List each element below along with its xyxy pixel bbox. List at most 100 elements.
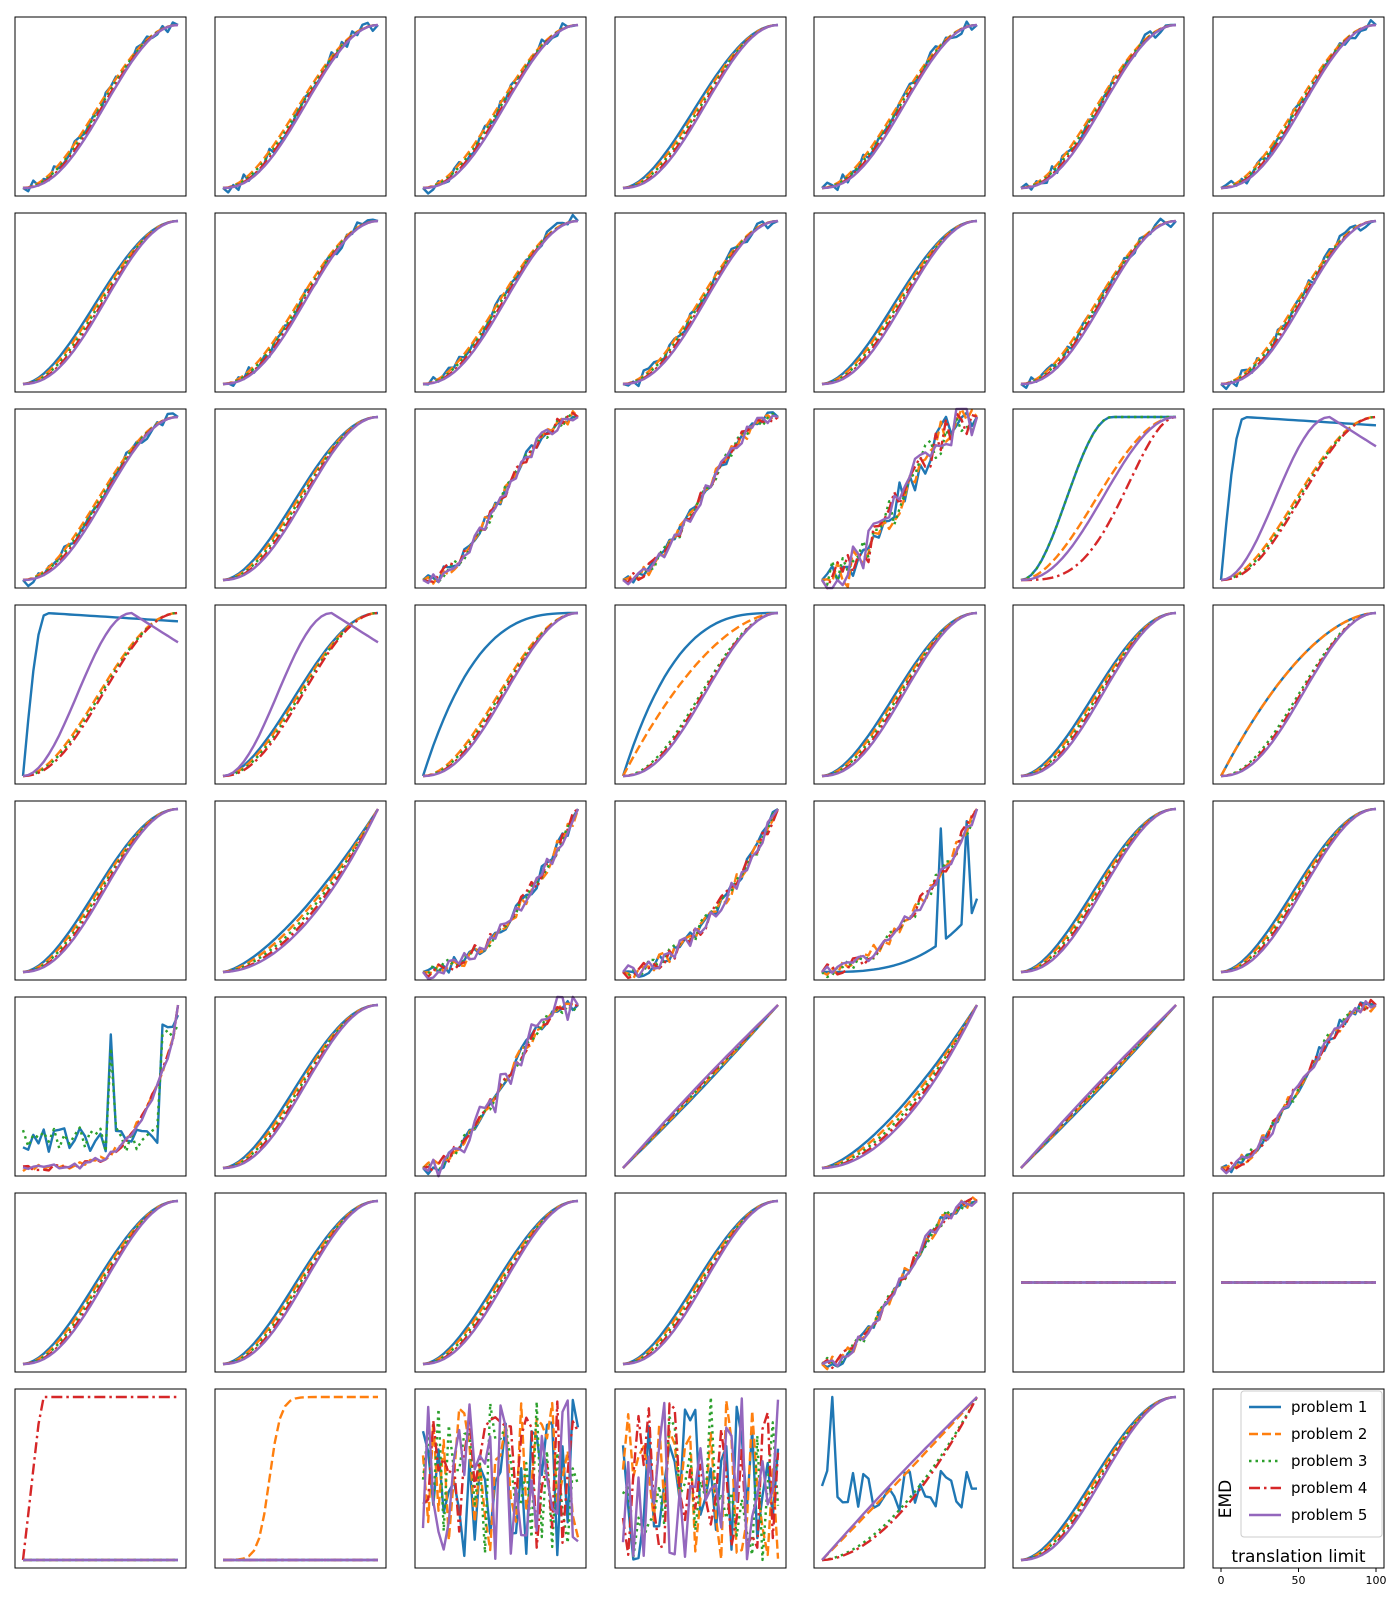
series-line-problem-2: [222, 415, 379, 582]
series-line-problem-2: [821, 1396, 978, 1561]
series-line-problem-5: [821, 1396, 978, 1561]
subplot-10: [414, 212, 587, 393]
series-line-problem-2: [1220, 807, 1377, 974]
series-line-problem-1: [22, 21, 179, 193]
series-line-problem-3: [622, 1199, 779, 1366]
subplot-1: [14, 16, 187, 197]
series-line-problem-3: [821, 1396, 979, 1562]
series-line-problem-2: [222, 808, 380, 974]
subplot-frame: [614, 408, 787, 589]
series-line-problem-1: [422, 1199, 579, 1366]
series-line-problem-2: [821, 219, 978, 386]
subplot-frame: [14, 408, 187, 589]
series-line-problem-3: [222, 415, 379, 582]
series-line-problem-5: [422, 219, 579, 386]
series-line-problem-2: [22, 415, 179, 582]
series-line-problem-5: [422, 995, 580, 1178]
series-line-problem-3: [821, 808, 979, 979]
subplot-frame: [214, 408, 387, 589]
series-line-problem-1: [621, 611, 778, 777]
series-line-problem-5: [622, 1004, 779, 1169]
subplot-54: [813, 1388, 986, 1569]
series-line-problem-1: [1020, 1395, 1177, 1562]
series-line-problem-5: [222, 415, 379, 582]
series-line-problem-3: [1220, 23, 1377, 190]
series-line-problem-2: [621, 611, 779, 777]
series-line-problem-4: [222, 1003, 379, 1170]
series-line-problem-1: [622, 1199, 779, 1366]
series-line-problem-5: [222, 808, 380, 974]
series-line-problem-4: [1220, 611, 1377, 778]
subplot-29: [14, 800, 187, 981]
subplot-3: [414, 16, 587, 197]
series-line-problem-5: [1020, 219, 1177, 386]
series-line-problem-5: [1020, 23, 1177, 190]
series-line-problem-3: [22, 23, 179, 190]
series-line-problem-3: [422, 611, 579, 778]
series-line-problem-5: [1220, 1000, 1377, 1175]
series-line-problem-4: [1020, 611, 1177, 778]
series-line-problem-1: [222, 1199, 379, 1366]
series-line-problem-4: [622, 611, 779, 778]
series-line-problem-1: [422, 213, 579, 386]
subplot-frame: [1212, 800, 1385, 981]
series-line-problem-2: [621, 1399, 780, 1561]
subplot-frame: [1012, 800, 1185, 981]
subplot-frame: [14, 996, 187, 1177]
series-line-problem-1: [1020, 611, 1177, 778]
series-line-problem-4: [821, 23, 978, 190]
series-line-problem-2: [222, 23, 379, 190]
series-line-problem-2: [422, 1199, 579, 1366]
series-line-problem-1: [1219, 611, 1377, 777]
subplot-frame: [813, 604, 986, 785]
series-line-problem-1: [622, 807, 779, 979]
series-line-problem-3: [222, 808, 380, 974]
subplot-frame: [1012, 16, 1185, 197]
series-line-problem-1: [21, 612, 179, 777]
series-line-problem-5: [222, 611, 379, 778]
legend-label-problem-2: problem 2: [1291, 1425, 1367, 1443]
subplot-frame: [614, 16, 787, 197]
subplot-14: [1212, 212, 1385, 393]
series-line-problem-5: [821, 219, 978, 386]
series-line-problem-4: [22, 1199, 179, 1366]
subplot-13: [1012, 212, 1185, 393]
series-line-problem-2: [1020, 807, 1177, 974]
subplot-2: [214, 16, 387, 197]
series-line-problem-5: [22, 415, 179, 582]
subplot-51: [214, 1388, 387, 1569]
legend-box: [1240, 1390, 1383, 1538]
subplot-frame: [1212, 212, 1385, 393]
series-line-problem-4: [22, 23, 179, 190]
subplot-21: [1212, 408, 1385, 589]
series-line-problem-5: [821, 23, 978, 190]
series-line-problem-3: [222, 611, 379, 778]
x-tick-label: 100: [1366, 1574, 1387, 1587]
series-line-problem-5: [222, 1003, 379, 1170]
subplot-frame: [813, 1192, 986, 1373]
series-line-problem-2: [1020, 415, 1177, 582]
series-line-problem-2: [622, 808, 780, 980]
series-line-problem-1: [222, 808, 380, 974]
subplot-frame: [14, 1388, 187, 1569]
subplot-28: [1212, 604, 1385, 785]
subplot-frame: [614, 1388, 787, 1569]
series-line-problem-2: [222, 219, 379, 386]
series-line-problem-2: [222, 1199, 379, 1366]
subplot-52: [414, 1388, 587, 1569]
subplot-26: [813, 604, 986, 785]
series-line-problem-1: [1220, 807, 1377, 974]
series-line-problem-5: [622, 611, 779, 778]
subplot-31: [414, 800, 587, 981]
series-line-problem-3: [22, 611, 179, 778]
x-tick-label: 50: [1292, 1574, 1306, 1587]
series-line-problem-4: [1020, 1395, 1177, 1562]
series-line-problem-4: [22, 611, 179, 778]
subplot-frame: [614, 212, 787, 393]
series-line-problem-3: [1020, 415, 1176, 582]
subplot-32: [614, 800, 787, 981]
series-line-problem-1: [421, 611, 578, 777]
series-line-problem-2: [821, 1195, 978, 1371]
y-axis-label: EMD: [1216, 1480, 1236, 1519]
subplot-frame: [1212, 408, 1385, 589]
